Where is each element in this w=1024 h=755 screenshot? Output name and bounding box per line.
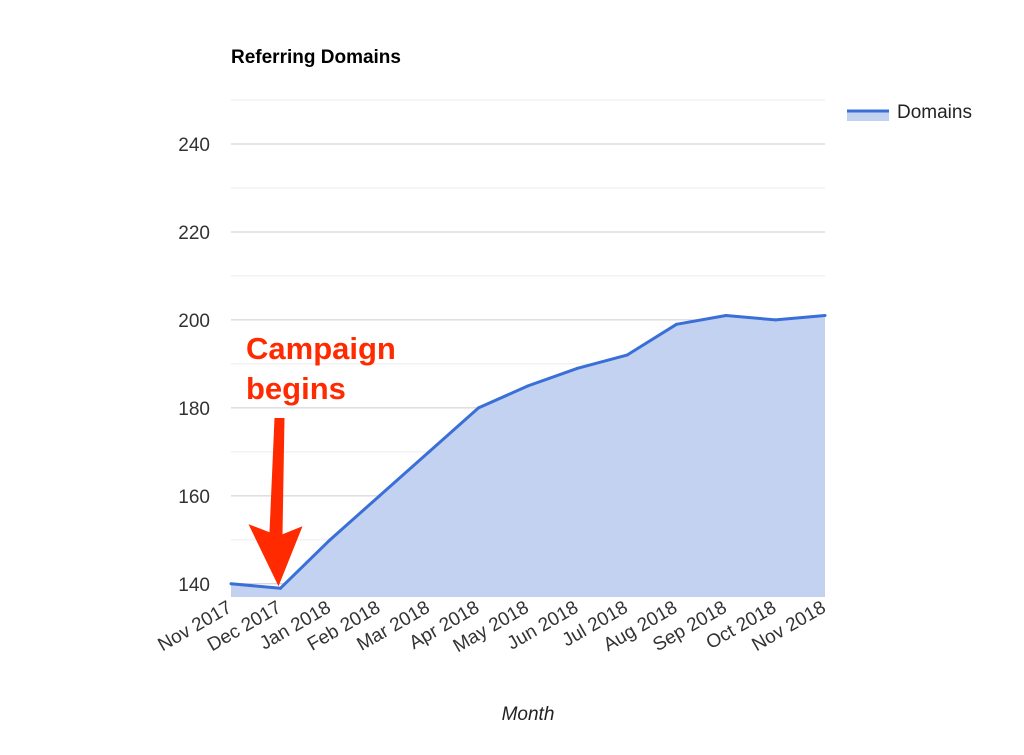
legend-swatch <box>847 110 889 121</box>
data-point-feb-2018[interactable] <box>378 494 381 498</box>
campaign-annotation: Campaign begins <box>246 331 396 587</box>
data-point-sep-2018[interactable] <box>724 314 728 318</box>
data-point-may-2018[interactable] <box>526 384 530 388</box>
y-tick-label: 220 <box>178 223 210 244</box>
y-tick-label: 200 <box>178 311 210 332</box>
data-point-mar-2018[interactable] <box>427 450 431 454</box>
annotation-line-1: Campaign <box>246 331 396 366</box>
data-point-nov-2017[interactable] <box>229 582 233 586</box>
y-tick-label: 160 <box>178 487 210 508</box>
data-point-nov-2018[interactable] <box>823 314 827 318</box>
data-point-apr-2018[interactable] <box>477 406 480 410</box>
area-layer <box>229 314 827 597</box>
data-point-dec-2017[interactable] <box>279 586 282 590</box>
series-domains-area <box>231 315 825 597</box>
x-axis-title: Month <box>502 704 555 725</box>
y-tick-label: 140 <box>178 575 210 596</box>
y-tick-label: 240 <box>178 135 210 156</box>
y-axis-ticks: 140 160 180 200 220 240 <box>178 135 210 596</box>
data-point-oct-2018[interactable] <box>774 318 777 322</box>
data-point-jan-2018[interactable] <box>328 538 332 542</box>
chart-title: Referring Domains <box>231 47 401 68</box>
legend-label-domains: Domains <box>897 102 972 123</box>
data-point-aug-2018[interactable] <box>675 322 678 326</box>
data-point-jul-2018[interactable] <box>625 353 629 357</box>
y-tick-label: 180 <box>178 399 210 420</box>
legend[interactable]: Domains <box>847 102 972 123</box>
data-point-jun-2018[interactable] <box>576 366 579 370</box>
annotation-arrow <box>248 418 303 587</box>
annotation-line-2: begins <box>246 371 346 406</box>
